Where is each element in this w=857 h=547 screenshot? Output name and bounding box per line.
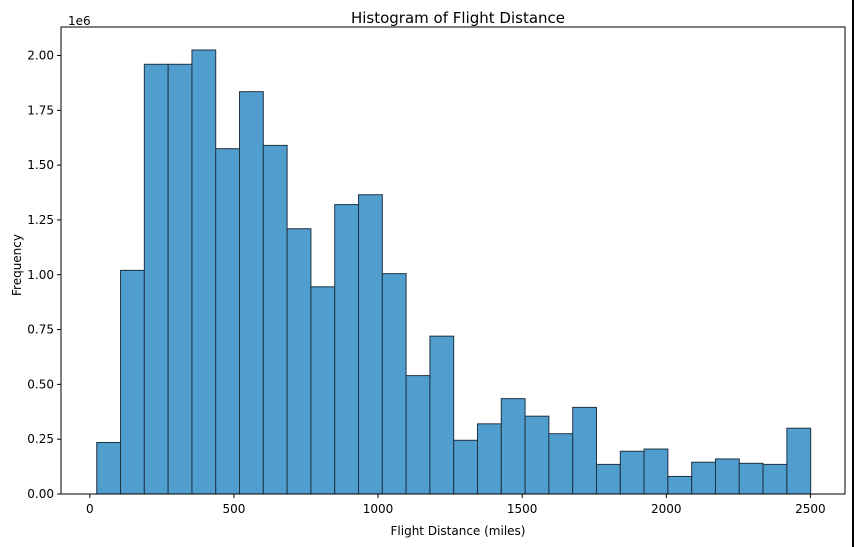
histogram-bar bbox=[286, 228, 312, 495]
histogram-bar bbox=[500, 398, 526, 495]
histogram-bar bbox=[96, 441, 122, 495]
histogram-bar bbox=[453, 439, 479, 495]
y-axis-label: Frequency bbox=[10, 234, 24, 296]
y-tick-label: 1.25 bbox=[27, 213, 54, 227]
histogram-bar bbox=[595, 463, 621, 495]
x-axis-label: Flight Distance (miles) bbox=[391, 524, 526, 538]
y-tick-label: 1.75 bbox=[27, 103, 54, 117]
histogram-bar bbox=[691, 461, 716, 495]
histogram-bar bbox=[358, 194, 383, 495]
y-tick-label: 0.50 bbox=[27, 377, 54, 391]
x-tick-label: 2500 bbox=[795, 502, 826, 516]
histogram-bar bbox=[381, 273, 407, 495]
x-tick-label: 500 bbox=[222, 502, 245, 516]
y-tick-label: 0.25 bbox=[27, 432, 54, 446]
histogram-bar bbox=[667, 475, 693, 495]
x-tick-label: 1500 bbox=[507, 502, 538, 516]
histogram-bar bbox=[548, 433, 574, 495]
histogram-bar bbox=[738, 462, 764, 495]
chart-title: Histogram of Flight Distance bbox=[351, 9, 565, 27]
histogram-bar bbox=[762, 463, 788, 495]
histogram-bar bbox=[477, 423, 502, 495]
histogram-bar bbox=[120, 269, 145, 495]
y-scale-label: 1e6 bbox=[68, 14, 91, 28]
histogram-bar bbox=[310, 286, 336, 495]
histogram-bar bbox=[262, 144, 288, 495]
x-tick-label: 0 bbox=[86, 502, 94, 516]
histogram-bar bbox=[619, 450, 645, 495]
histogram-bar bbox=[215, 148, 241, 495]
window-right-border bbox=[852, 0, 854, 547]
histogram-bar bbox=[429, 335, 455, 495]
histogram-bar bbox=[334, 204, 360, 495]
histogram-bar bbox=[714, 458, 740, 495]
y-tick-label: 0.00 bbox=[27, 487, 54, 501]
histogram-bar bbox=[167, 63, 193, 495]
x-tick-label: 1000 bbox=[363, 502, 394, 516]
histogram-bar bbox=[572, 406, 597, 495]
y-tick-label: 1.00 bbox=[27, 268, 54, 282]
y-tick-label: 1.50 bbox=[27, 158, 54, 172]
histogram-bar bbox=[143, 63, 169, 495]
histogram-bar bbox=[239, 91, 264, 495]
histogram-bar bbox=[786, 427, 812, 495]
histogram-bar bbox=[643, 448, 669, 495]
y-tick-label: 0.75 bbox=[27, 323, 54, 337]
x-tick-label: 2000 bbox=[651, 502, 682, 516]
plot-frame bbox=[60, 26, 846, 495]
histogram-bar bbox=[524, 415, 550, 495]
y-tick-label: 2.00 bbox=[27, 49, 54, 63]
histogram-bar bbox=[191, 49, 217, 495]
histogram-bar bbox=[405, 375, 431, 495]
